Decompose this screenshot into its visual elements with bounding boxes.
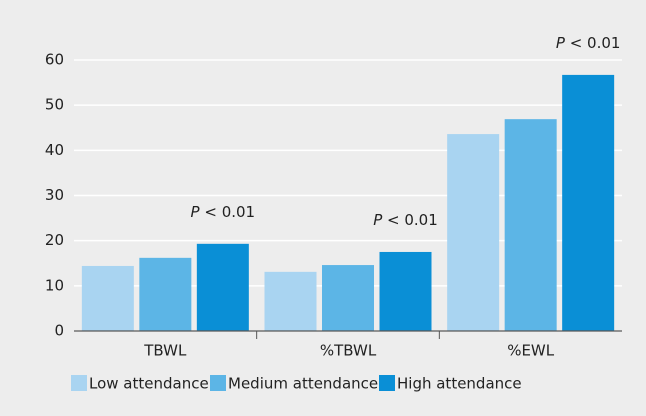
bar (139, 257, 192, 331)
bar (81, 265, 134, 331)
bar (447, 134, 500, 331)
y-tick-label: 30 (45, 186, 64, 204)
bar (379, 251, 432, 331)
y-tick-label: 40 (45, 141, 64, 159)
annotation: P < 0.01 (373, 210, 438, 228)
y-tick-label: 0 (54, 322, 64, 340)
annotation: P < 0.01 (556, 33, 621, 51)
x-tick-label: %EWL (507, 342, 555, 360)
legend-label: Low attendance (89, 375, 209, 393)
annotation: P < 0.01 (191, 202, 256, 220)
x-tick-label: %TBWL (320, 342, 377, 360)
bar (562, 74, 615, 331)
legend-swatch (379, 375, 395, 391)
legend-swatch (210, 375, 226, 391)
legend-label: High attendance (397, 375, 522, 393)
bar (196, 243, 249, 331)
y-tick-label: 50 (45, 96, 64, 114)
legend-swatch (71, 375, 87, 391)
bar (322, 265, 374, 331)
x-tick-label: TBWL (143, 342, 187, 360)
y-tick-label: 60 (45, 51, 64, 69)
y-tick-label: 20 (45, 231, 64, 249)
bar (264, 271, 317, 331)
y-tick-label: 10 (45, 276, 64, 294)
legend-label: Medium attendance (228, 375, 378, 393)
bar (504, 119, 557, 331)
